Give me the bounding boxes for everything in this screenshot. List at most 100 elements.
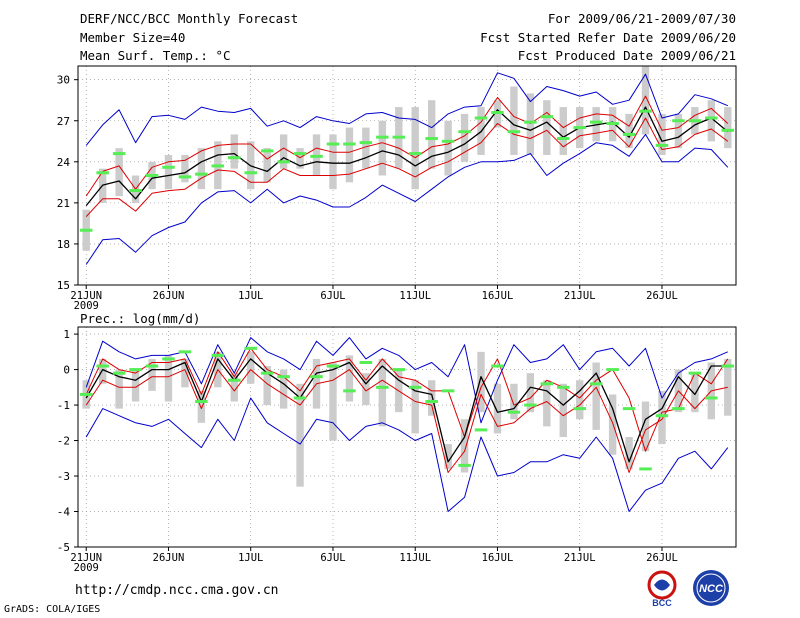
y-tick-label: 18: [57, 238, 70, 251]
ensemble-box: [296, 383, 304, 487]
ensemble-box: [131, 369, 140, 402]
observed-marker: [112, 152, 126, 156]
observed-marker: [540, 115, 554, 119]
observed-marker: [622, 132, 636, 136]
ensemble-box: [460, 113, 469, 162]
ensemble-box: [263, 366, 271, 406]
observed-marker: [310, 375, 323, 379]
observed-marker: [376, 135, 389, 139]
produced-date-label: Fcst Produced Date 2009/06/21: [517, 48, 736, 63]
x-tick-label: 26JUN: [153, 290, 185, 302]
observed-marker: [458, 130, 471, 134]
ensemble-box: [427, 100, 436, 169]
x-tick-label: 21JUN: [70, 290, 102, 302]
y-tick-label: 21: [57, 197, 70, 210]
ncc-logo-text: NCC: [699, 583, 724, 595]
ensemble-box: [115, 148, 123, 197]
observed-marker: [425, 400, 438, 404]
series-max-line: [85, 72, 728, 146]
x-tick-label: 21JUL: [564, 552, 596, 564]
ensemble-box: [378, 120, 387, 176]
observed-marker: [277, 375, 290, 379]
observed-marker: [178, 175, 192, 179]
observed-marker: [672, 119, 685, 123]
ensemble-box: [329, 362, 337, 441]
ensemble-box: [559, 383, 567, 437]
observed-marker: [721, 364, 735, 368]
observed-marker: [672, 407, 685, 411]
ensemble-box: [444, 120, 452, 176]
ensemble-box: [460, 419, 469, 473]
y-tick-label: 15: [57, 279, 70, 292]
ensemble-box: [329, 134, 337, 190]
x-tick-label: 6JUL: [320, 290, 345, 302]
x-tick-label: 26JUL: [646, 290, 678, 302]
y-tick-label: 27: [57, 115, 70, 128]
ensemble-box: [724, 107, 732, 149]
ensemble-box: [115, 369, 123, 409]
ensemble-box: [411, 380, 419, 434]
observed-marker: [359, 141, 373, 145]
ensemble-box: [181, 358, 189, 388]
x-tick-label: 6JUL: [320, 552, 345, 564]
series-spread-lower-line: [85, 369, 728, 473]
observed-marker: [540, 382, 554, 386]
ensemble-box: [181, 154, 189, 183]
series-spread-upper-line: [85, 95, 729, 197]
ensemble-box: [197, 390, 206, 423]
observed-marker: [491, 364, 504, 368]
source-url[interactable]: http://cmdp.ncc.cma.gov.cn: [75, 583, 279, 598]
ensemble-box: [510, 383, 518, 420]
y-tick-label: 0: [63, 364, 70, 377]
x-tick-label: 21JUN: [70, 552, 102, 564]
ensemble-box: [279, 134, 288, 169]
observed-marker: [326, 364, 340, 368]
observed-marker: [524, 403, 537, 407]
observed-marker: [195, 172, 208, 176]
ensemble-box: [674, 113, 683, 149]
observed-marker: [589, 120, 603, 124]
variable-label: Mean Surf. Temp.: °C: [80, 48, 231, 63]
observed-marker: [573, 407, 586, 411]
observed-marker: [441, 139, 455, 143]
observed-marker: [606, 368, 619, 372]
observed-marker: [392, 368, 406, 372]
observed-marker: [606, 121, 619, 125]
ensemble-box: [493, 383, 502, 434]
ensemble-box: [641, 66, 650, 135]
ensemble-box: [230, 134, 238, 169]
y-tick-label: -4: [57, 506, 71, 519]
x-tick-label: 21JUL: [564, 290, 596, 302]
observed-marker: [195, 400, 208, 404]
observed-marker: [96, 364, 109, 368]
series-spread-upper-line: [85, 347, 729, 452]
series-mean-line: [85, 106, 729, 207]
ensemble-box: [427, 380, 436, 416]
ensemble-box: [148, 358, 156, 391]
observed-marker: [392, 135, 406, 139]
ensemble-box: [477, 351, 485, 413]
y-tick-label: -2: [57, 435, 70, 448]
ensemble-box: [411, 107, 419, 190]
observed-marker: [260, 371, 274, 375]
bcc-logo: BCC: [647, 570, 677, 608]
y-tick-label: 24: [57, 156, 71, 169]
ensemble-box: [608, 394, 617, 455]
observed-marker: [293, 152, 307, 156]
observed-marker: [79, 392, 93, 396]
observed-marker: [557, 137, 570, 141]
ensemble-box: [691, 373, 699, 413]
ensemble-box: [230, 373, 238, 402]
observed-marker: [425, 137, 438, 141]
observed-marker: [244, 171, 257, 175]
observed-marker: [145, 364, 159, 368]
x-tick-label: 16JUL: [482, 290, 514, 302]
observed-marker: [310, 154, 323, 158]
y-tick-label: -1: [57, 399, 70, 412]
observed-marker: [376, 385, 389, 389]
series-spread-lower-line: [85, 117, 729, 217]
x-year-label: 2009: [74, 562, 99, 574]
observed-marker: [491, 111, 504, 115]
y-tick-label: 30: [57, 74, 70, 87]
